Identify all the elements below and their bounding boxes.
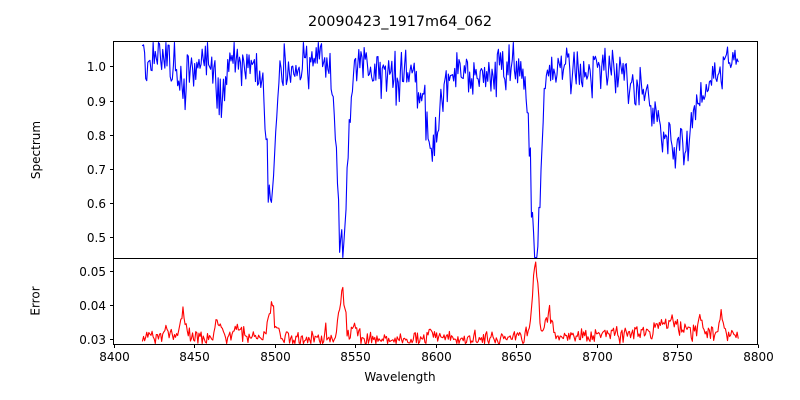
page-title: 20090423_1917m64_062 [307, 14, 493, 30]
error-axis-label-wrap: Error [26, 281, 46, 321]
error-y-tick-label: 0.05 [79, 264, 106, 279]
error-tick-marks [110, 271, 114, 340]
wavelength-axis-label: Wavelength [364, 370, 436, 384]
wavelength-tick-label: 8750 [662, 350, 693, 364]
spectrum-y-tick-label: 0.8 [86, 128, 106, 143]
spectrum-y-tick-label: 0.6 [86, 196, 106, 211]
error-axis-label: Error [29, 286, 43, 316]
error-panel-frame [113, 258, 758, 345]
error-series-line [141, 261, 739, 345]
spectrum-series-line [141, 41, 739, 259]
spectrum-y-tick-label: 1.0 [86, 59, 106, 74]
wavelength-tick-label: 8400 [99, 350, 130, 364]
spectrum-panel-frame [113, 41, 758, 259]
spectrum-axis-label: Spectrum [29, 120, 43, 180]
wavelength-tick-label: 8700 [582, 350, 613, 364]
wavelength-tick-label: 8500 [260, 350, 291, 364]
spectrum-tick-marks [110, 66, 114, 238]
wavelength-tick-label: 8450 [179, 350, 210, 364]
wavelength-tick-label: 8600 [421, 350, 452, 364]
wavelength-tick-marks [114, 344, 759, 348]
spectrum-axis-label-wrap: Spectrum [26, 110, 46, 190]
wavelength-tick-label: 8650 [501, 350, 532, 364]
spectrum-y-tick-label: 0.9 [86, 94, 106, 109]
error-y-tick-label: 0.04 [79, 298, 106, 313]
spectrum-y-tick-label: 0.5 [86, 230, 106, 245]
error-y-tick-label: 0.03 [79, 332, 106, 347]
wavelength-tick-label: 8550 [340, 350, 371, 364]
spectrum-y-tick-label: 0.7 [86, 162, 106, 177]
wavelength-tick-label: 8800 [743, 350, 774, 364]
